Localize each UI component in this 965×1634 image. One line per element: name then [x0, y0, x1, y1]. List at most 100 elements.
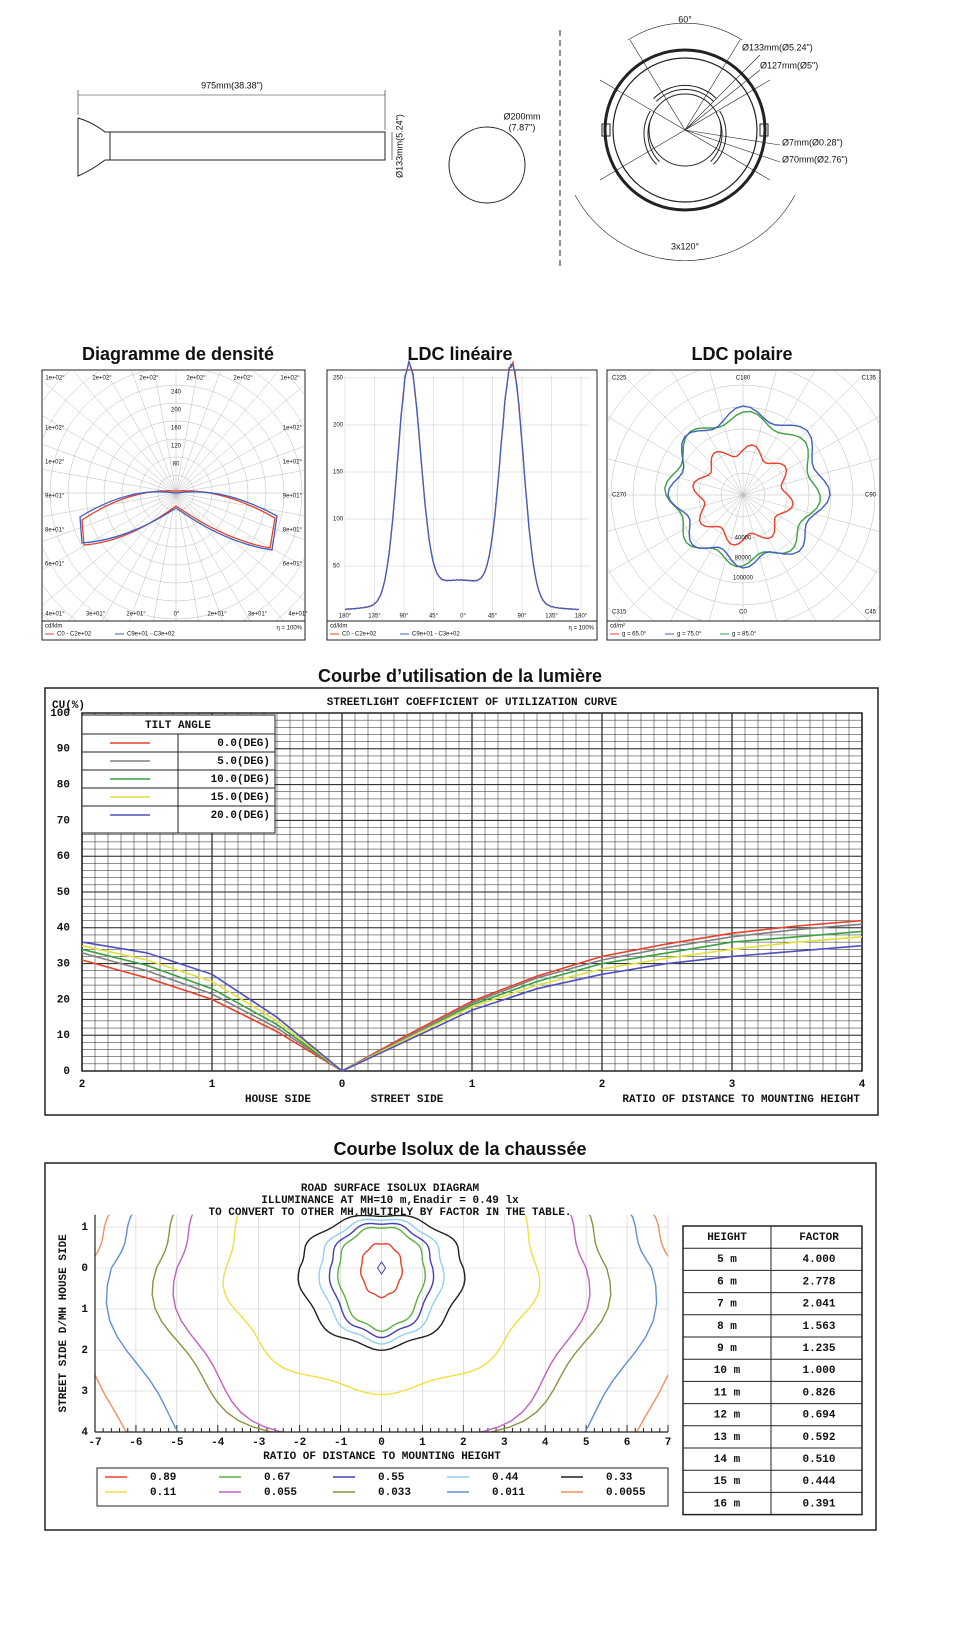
y-tick-label: 0 [63, 1066, 70, 1078]
x-tick-label: -5 [170, 1437, 184, 1449]
table-cell: 9 m [717, 1343, 737, 1355]
y-tick-label: 100 [333, 517, 344, 523]
y-tick-label: 50 [333, 564, 340, 570]
angle-label: 4e+01° [45, 612, 65, 618]
table-cell: 14 m [714, 1454, 741, 1466]
y-tick-label: 30 [57, 959, 70, 971]
angle-label: 3x120° [671, 241, 700, 251]
y-tick-label: 80 [57, 780, 70, 792]
x-tick-label: -3 [252, 1437, 266, 1449]
grid-ray [129, 492, 177, 621]
table-cell: 1.235 [802, 1343, 835, 1355]
isolux-contour [151, 1214, 612, 1432]
angle-label: 0° [174, 612, 180, 618]
x-tick-label: 2 [599, 1079, 606, 1091]
grid-ray [175, 371, 279, 494]
legend-label: C0 - C2e+02 [342, 632, 377, 638]
table-cell: 0.592 [802, 1432, 835, 1444]
legend-label: 15.0(DEG) [211, 792, 270, 804]
chart-title: TO CONVERT TO OTHER MH,MULTIPLY BY FACTO… [208, 1207, 571, 1219]
grid-ray [68, 492, 177, 621]
table-cell: 1.563 [802, 1321, 835, 1333]
grid-ray [131, 371, 177, 494]
table-cell: 5 m [717, 1254, 737, 1266]
legend-label: 20.0(DEG) [211, 810, 270, 822]
grid-ray [742, 494, 817, 621]
corner-label: C180 [736, 376, 751, 382]
grid-ray [669, 494, 744, 621]
x-tick-label: 1 [209, 1079, 216, 1091]
grid-ray [175, 492, 284, 621]
dimension-label: Ø7mm(Ø0.28") [782, 137, 843, 147]
grid-ray [73, 371, 177, 494]
grid-ray [175, 492, 304, 540]
legend-label: 10.0(DEG) [211, 774, 270, 786]
grid-ray [608, 416, 744, 496]
section-title: Diagramme de densité [82, 344, 274, 364]
x-tick-label: 45° [488, 614, 498, 620]
section-title: LDC polaire [691, 344, 792, 364]
legend-label: 0.011 [492, 1487, 525, 1499]
angle-label: 6e+01° [283, 562, 303, 568]
angle-label: 1e+02° [280, 376, 300, 382]
grid-ray [43, 444, 177, 494]
y-tick-label: 150 [333, 470, 344, 476]
grid-ray [175, 371, 198, 494]
x-axis-caption: HOUSE SIDE [245, 1094, 311, 1106]
isolux-contour [328, 1222, 435, 1339]
grid-ray [742, 494, 870, 621]
efficiency: η = 100% [276, 626, 302, 632]
legend-label: 0.11 [150, 1487, 177, 1499]
y-tick-label: 100 [50, 708, 70, 720]
x-tick-label: -2 [293, 1437, 306, 1449]
dimension-label: Ø133mm(Ø5.24") [742, 42, 813, 52]
density-chart: 240 200 160 120 80 1e+02° 2e+02° 2e+02° 2e+02° 2e… [42, 371, 308, 638]
grid-ray [43, 492, 177, 605]
angle-label: 2e+02° [92, 376, 112, 382]
angle-label: 1e+02° [283, 426, 303, 432]
cu-curve [81, 923, 863, 1072]
grid-ray [43, 492, 177, 542]
isolux-legend: 0.89 0.67 0.55 0.44 0.33 0.11 0.055 0.033 0.011 0… [96, 1467, 669, 1507]
x-tick-label: 135° [368, 614, 381, 620]
cu-curve [81, 936, 863, 1072]
grid-ray [175, 446, 304, 494]
linear-frame [326, 369, 598, 641]
unit: cd/klm [330, 624, 347, 630]
table-frame [682, 1225, 863, 1516]
isolux-contour [222, 1214, 541, 1396]
angle-label: 9e+01° [283, 494, 303, 500]
y-tick-label: 50 [57, 887, 70, 899]
grid-ray [175, 492, 251, 621]
corner-label: C0 [739, 610, 747, 616]
dimension-label: Ø127mm(Ø5") [760, 60, 818, 70]
grid-ray [742, 494, 879, 532]
x-tick-label: 3 [501, 1437, 508, 1449]
grid-ray [616, 494, 744, 621]
legend-label: g = 75.0° [677, 632, 702, 638]
y-axis-label: STREET SIDE D/MH HOUSE SIDE [58, 1234, 70, 1413]
angle-label: 3e+01° [86, 612, 106, 618]
grid-ray [175, 492, 304, 601]
grid-ray [742, 494, 879, 574]
legend-label: C9e+01 - C3e+02 [127, 632, 175, 638]
x-tick-label: 6 [624, 1437, 631, 1449]
legend-label: 0.33 [606, 1472, 633, 1484]
grid-ray [742, 458, 879, 496]
grid-ray [175, 470, 304, 494]
curve [692, 444, 794, 546]
grid-ray [43, 492, 177, 571]
x-tick-label: 4 [542, 1437, 549, 1449]
legend-label: 0.67 [264, 1472, 290, 1484]
legend-label: 0.44 [492, 1472, 519, 1484]
angle-label: 1e+02° [45, 426, 65, 432]
y-tick-label: 1 [81, 1222, 88, 1234]
grid-ray [618, 371, 744, 496]
factor-table: HEIGHT FACTOR 5 m 4.000 6 m 2.778 7 m 2.041 8 m 1… [682, 1225, 863, 1516]
curve [667, 405, 831, 569]
grid-ray [153, 492, 177, 621]
density-grid [43, 371, 304, 621]
table-cell: 8 m [717, 1321, 737, 1333]
y-tick-label: 3 [81, 1386, 88, 1398]
